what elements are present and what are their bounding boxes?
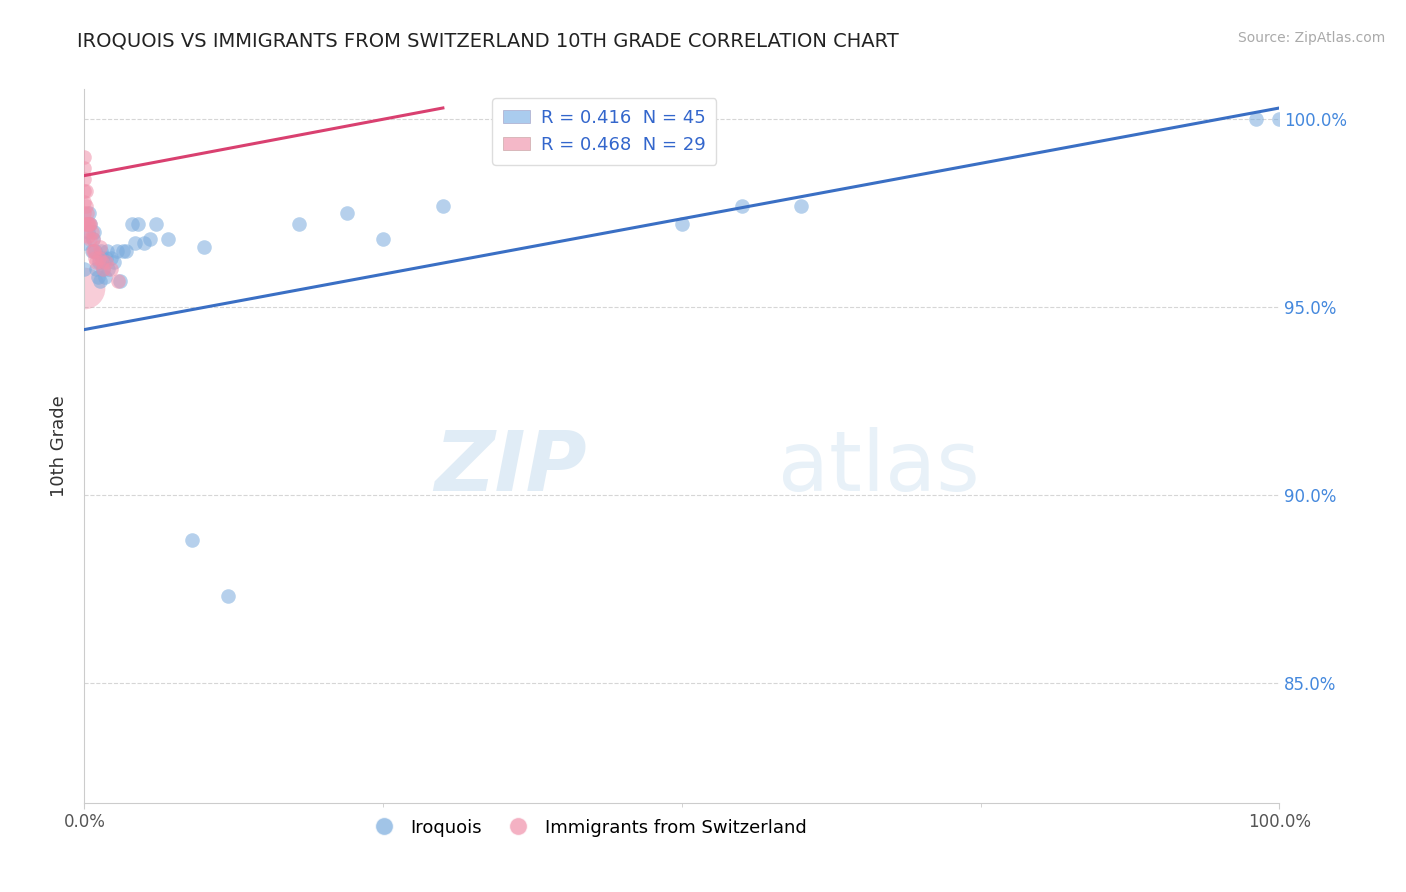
Point xyxy=(107,274,129,288)
Point xyxy=(93,270,115,285)
Point xyxy=(373,232,395,246)
Point xyxy=(83,225,105,239)
Point xyxy=(77,225,100,239)
Point xyxy=(79,232,101,246)
Point xyxy=(336,206,359,220)
Point xyxy=(432,199,454,213)
Point xyxy=(84,244,107,258)
Point xyxy=(73,281,96,295)
Point xyxy=(90,244,112,258)
Point xyxy=(91,251,114,265)
Point xyxy=(80,225,103,239)
Point xyxy=(77,228,100,243)
Point xyxy=(115,244,138,258)
Point xyxy=(790,199,813,213)
Point xyxy=(132,236,156,251)
Point xyxy=(75,184,97,198)
Point xyxy=(73,262,96,277)
Point xyxy=(77,218,100,232)
Point xyxy=(145,218,167,232)
Point xyxy=(1268,112,1291,127)
Point xyxy=(73,218,96,232)
Point xyxy=(139,232,162,246)
Point xyxy=(100,251,122,265)
Point xyxy=(79,218,101,232)
Point xyxy=(731,199,754,213)
Point xyxy=(157,232,180,246)
Point xyxy=(86,262,108,277)
Point xyxy=(93,262,115,277)
Point xyxy=(82,232,104,246)
Point xyxy=(79,218,101,232)
Point xyxy=(89,274,111,288)
Text: ZIP: ZIP xyxy=(433,427,586,508)
Point xyxy=(75,199,97,213)
Point xyxy=(76,218,98,232)
Point xyxy=(110,274,132,288)
Text: atlas: atlas xyxy=(778,427,979,508)
Point xyxy=(91,255,114,269)
Point xyxy=(111,244,134,258)
Point xyxy=(86,255,108,269)
Point xyxy=(73,150,96,164)
Point xyxy=(83,244,105,258)
Point xyxy=(77,206,100,220)
Point xyxy=(1244,112,1267,127)
Point xyxy=(73,172,96,186)
Point xyxy=(89,240,111,254)
Point xyxy=(87,255,110,269)
Point xyxy=(94,251,117,265)
Point xyxy=(97,262,120,277)
Point xyxy=(217,589,239,603)
Text: IROQUOIS VS IMMIGRANTS FROM SWITZERLAND 10TH GRADE CORRELATION CHART: IROQUOIS VS IMMIGRANTS FROM SWITZERLAND … xyxy=(77,31,898,50)
Point xyxy=(127,218,149,232)
Point xyxy=(80,244,103,258)
Point xyxy=(96,244,118,258)
Y-axis label: 10th Grade: 10th Grade xyxy=(51,395,69,497)
Point xyxy=(121,218,143,232)
Point xyxy=(94,255,117,269)
Point xyxy=(193,240,215,254)
Point xyxy=(77,218,100,232)
Point xyxy=(82,232,104,246)
Point xyxy=(103,255,125,269)
Point xyxy=(124,236,146,251)
Point xyxy=(73,184,96,198)
Point xyxy=(86,270,108,285)
Point xyxy=(105,244,128,258)
Point xyxy=(93,262,115,277)
Text: Source: ZipAtlas.com: Source: ZipAtlas.com xyxy=(1237,31,1385,45)
Point xyxy=(73,161,96,175)
Point xyxy=(76,206,98,220)
Point xyxy=(288,218,311,232)
Point xyxy=(181,533,204,547)
Point xyxy=(84,251,107,265)
Point xyxy=(73,206,96,220)
Point xyxy=(671,218,693,232)
Legend: Iroquois, Immigrants from Switzerland: Iroquois, Immigrants from Switzerland xyxy=(359,812,814,844)
Point xyxy=(82,244,104,258)
Point xyxy=(100,262,122,277)
Point xyxy=(73,236,96,251)
Point xyxy=(73,194,96,209)
Point xyxy=(87,251,110,265)
